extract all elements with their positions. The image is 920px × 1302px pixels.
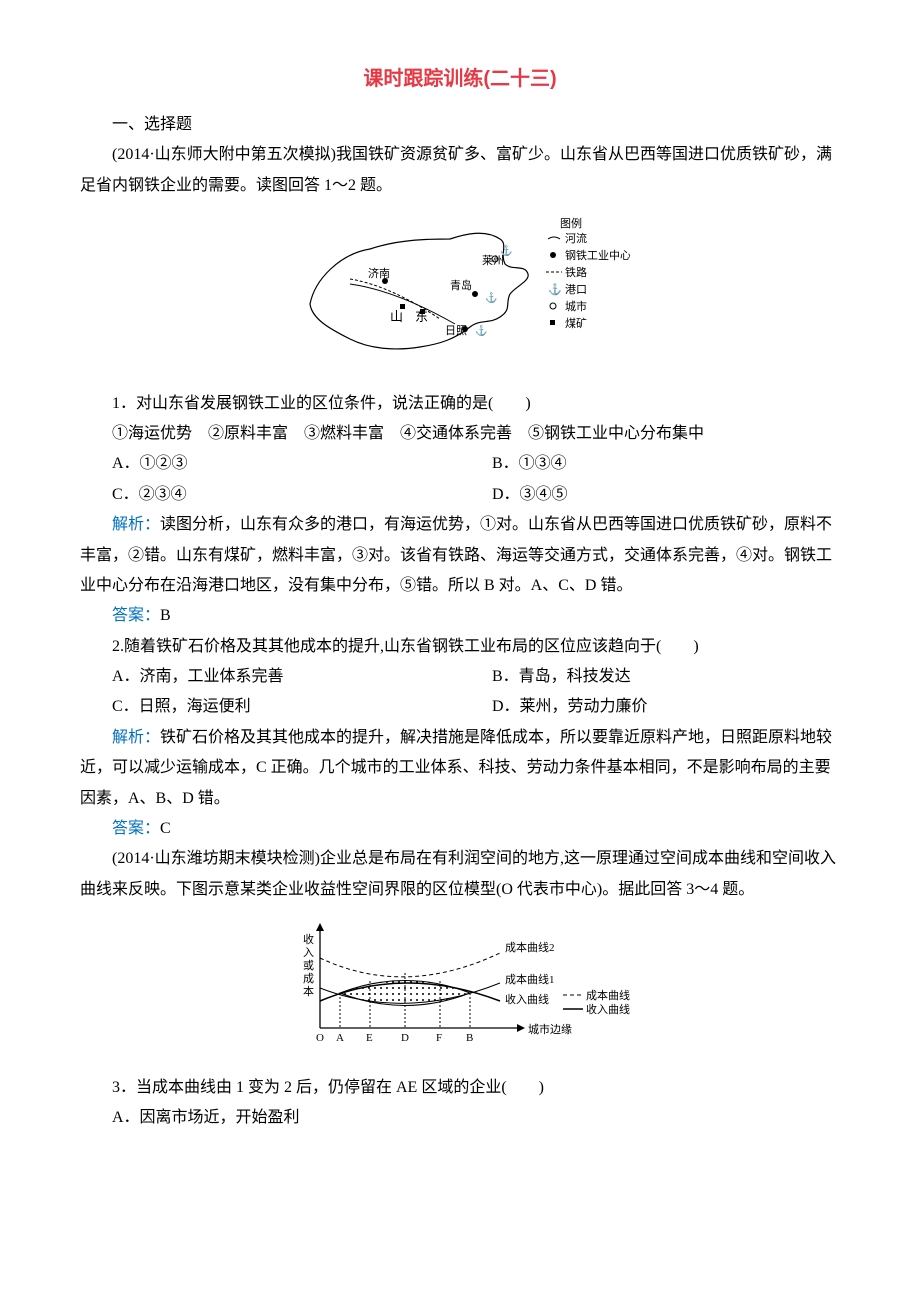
section-heading: 一、选择题 [80,110,840,140]
svg-text:青岛: 青岛 [450,278,472,292]
svg-text:E: E [366,1032,373,1044]
svg-text:收入曲线: 收入曲线 [586,1002,630,1016]
q3-stem: 3．当成本曲线由 1 变为 2 后，仍停留在 AE 区域的企业( ) [80,1073,840,1103]
q1-subs: ①海运优势 ②原料丰富 ③燃料丰富 ④交通体系完善 ⑤钢铁工业中心分布集中 [80,419,840,449]
svg-text:A: A [336,1032,344,1044]
q2-stem: 2.随着铁矿石价格及其其他成本的提升,山东省钢铁工业布局的区位应该趋向于( ) [80,632,840,662]
svg-text:铁路: 铁路 [565,266,587,279]
q2-opt-a: A．济南，工业体系完善 [80,662,460,692]
svg-text:B: B [466,1032,473,1044]
svg-text:城市: 城市 [565,299,587,313]
page-title: 课时跟踪训练(二十三) [80,60,840,98]
q1-explain: 解析：读图分析，山东有众多的港口，有海运优势，①对。山东省从巴西等国进口优质铁矿… [80,510,840,601]
svg-text:港口: 港口 [565,283,587,296]
svg-text:收入曲线: 收入曲线 [505,992,549,1006]
q1-stem: 1．对山东省发展钢铁工业的区位条件，说法正确的是( ) [80,389,840,419]
svg-text:河流: 河流 [565,231,587,245]
svg-text:成本曲线2: 成本曲线2 [505,940,555,954]
svg-text:成本曲线1: 成本曲线1 [505,972,555,986]
q1-opt-a: A．①②③ [80,449,460,479]
svg-text:⚓: ⚓ [548,283,562,296]
svg-text:O: O [316,1032,324,1044]
q3-opt-a: A．因离市场近，开始盈利 [80,1103,840,1133]
svg-text:煤矿: 煤矿 [565,317,587,330]
svg-text:⚓: ⚓ [485,291,497,304]
svg-text:入: 入 [303,947,314,959]
intro-1: (2014·山东师大附中第五次模拟)我国铁矿资源贫矿多、富矿少。山东省从巴西等国… [80,140,840,201]
cost-chart: 收 入 或 成 本 O A E D F B 城市边缘 [80,913,840,1064]
svg-text:⚓: ⚓ [475,324,487,337]
svg-text:成: 成 [303,972,314,985]
svg-text:济南: 济南 [368,266,390,280]
svg-text:F: F [436,1032,442,1044]
svg-text:成本曲线: 成本曲线 [586,988,630,1002]
q2-opt-d: D．莱州，劳动力廉价 [460,692,840,722]
shandong-map: 济南 青岛 莱州 日照 ⚓ ⚓ ⚓ 山 东 图例 河流 钢铁工业中心 铁路 ⚓ … [80,209,840,380]
answer-label: 答案： [112,607,160,624]
svg-text:⚓: ⚓ [500,244,512,257]
answer-label: 答案： [112,820,160,837]
svg-text:东: 东 [415,309,428,324]
q2-opt-b: B．青岛，科技发达 [460,662,840,692]
svg-text:图例: 图例 [560,216,582,230]
q2-answer: 答案：C [80,814,840,844]
q1-opt-c: C．②③④ [80,480,460,510]
q1-opt-d: D．③④⑤ [460,480,840,510]
svg-text:收: 收 [303,932,314,946]
svg-text:D: D [401,1032,409,1044]
svg-text:本: 本 [303,984,314,998]
q1-answer: 答案：B [80,601,840,631]
svg-text:或: 或 [303,959,314,972]
svg-text:山: 山 [390,309,403,324]
explain-label: 解析： [112,729,160,746]
q2-explain: 解析：铁矿石价格及其其他成本的提升，解决措施是降低成本，所以要靠近原料产地，日照… [80,723,840,814]
q2-opt-c: C．日照，海运便利 [80,692,460,722]
svg-text:城市边缘: 城市边缘 [528,1022,572,1036]
svg-text:钢铁工业中心: 钢铁工业中心 [565,249,630,262]
intro-2: (2014·山东潍坊期末模块检测)企业总是布局在有利润空间的地方,这一原理通过空… [80,844,840,905]
explain-label: 解析： [112,516,160,533]
q1-opt-b: B．①③④ [460,449,840,479]
